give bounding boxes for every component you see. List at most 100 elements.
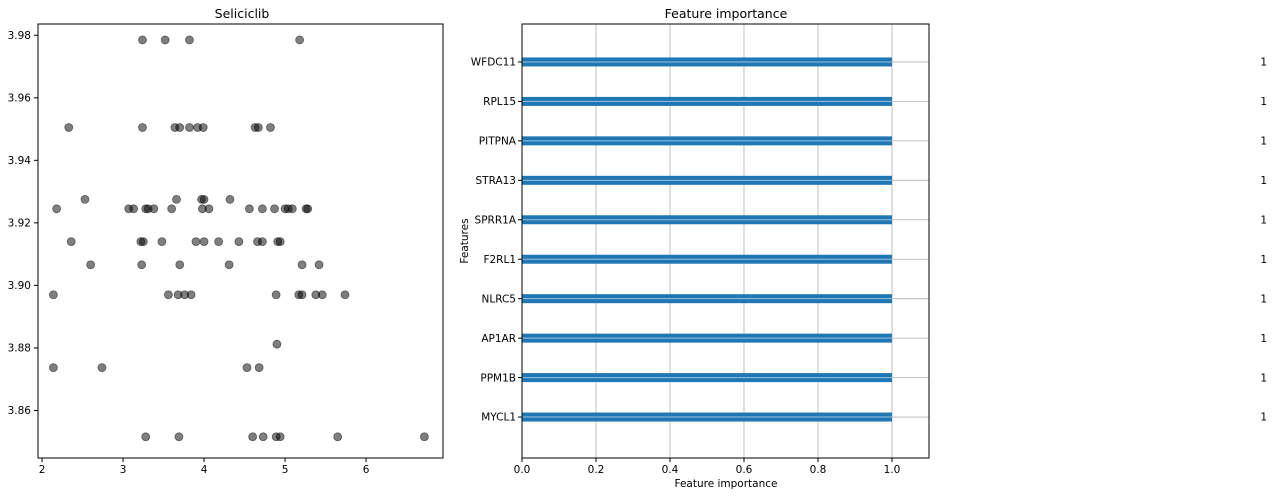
scatter-point — [80, 195, 90, 204]
feature-importance-title: Feature importance — [665, 6, 788, 21]
bar-gridlines — [521, 24, 929, 458]
scatter-point — [48, 363, 58, 373]
scatter-point — [48, 290, 58, 300]
scatter-y-tick-label: 3.94 — [8, 155, 32, 167]
scatter-point — [174, 432, 184, 442]
feature-importance-chart: Feature importance 0.0 0.2 0.4 0.6 0.8 1.0 WF… — [459, 6, 1267, 490]
scatter-y-tick-label: 3.90 — [8, 280, 31, 292]
scatter-point — [275, 432, 285, 442]
scatter-point — [191, 237, 201, 247]
scatter-y-tick-label: 3.96 — [8, 92, 32, 104]
scatter-point — [287, 204, 297, 214]
scatter-point — [175, 123, 185, 132]
scatter-point — [295, 35, 305, 45]
bar-x-tick-label: 0.0 — [514, 464, 531, 476]
scatter-point — [225, 195, 235, 204]
scatter-points — [48, 35, 429, 442]
scatter-x-axis: 2 3 4 5 6 — [39, 458, 370, 476]
scatter-point — [275, 237, 285, 247]
scatter-point — [164, 290, 173, 300]
scatter-point — [314, 260, 324, 270]
scatter-x-tick-label: 2 — [39, 464, 46, 476]
bar-x-axis-label: Feature importance — [674, 478, 777, 490]
scatter-point — [52, 204, 62, 214]
feature-value-label: 1 — [1260, 57, 1267, 69]
scatter-point — [138, 123, 147, 132]
scatter-point — [172, 195, 181, 204]
scatter-point — [149, 204, 159, 214]
scatter-y-axis: 3.86 3.88 3.90 3.92 3.94 3.96 3.98 — [8, 30, 38, 417]
feature-value-label: 1 — [1260, 412, 1267, 424]
scatter-point — [198, 123, 208, 132]
feature-name-label: AP1AR — [481, 333, 516, 345]
scatter-point — [97, 363, 107, 373]
scatter-y-tick-label: 3.86 — [8, 405, 32, 417]
scatter-point — [317, 290, 327, 300]
bar-value-labels: 1 1 1 1 1 1 1 1 1 1 — [1260, 57, 1267, 424]
scatter-point — [129, 204, 138, 214]
bar-y-axis-label: Features — [459, 218, 471, 263]
scatter-point — [258, 432, 268, 442]
scatter-point — [64, 123, 74, 132]
bar-x-tick-label: 0.6 — [736, 464, 753, 476]
scatter-point — [175, 260, 185, 270]
bar-x-tick-label: 0.4 — [662, 464, 679, 476]
scatter-point — [160, 35, 170, 45]
feature-name-label: PPM1B — [480, 372, 516, 384]
scatter-point — [271, 290, 281, 300]
scatter-point — [272, 339, 282, 349]
scatter-point — [137, 260, 147, 270]
scatter-x-tick-label: 3 — [120, 464, 127, 476]
scatter-point — [257, 204, 267, 214]
bar-x-tick-label: 0.8 — [810, 464, 827, 476]
scatter-point — [270, 204, 279, 214]
bar-x-tick-label: 0.2 — [588, 464, 605, 476]
feature-name-label: SPRR1A — [475, 214, 517, 226]
scatter-y-tick-label: 3.92 — [8, 218, 31, 230]
scatter-point — [419, 432, 429, 442]
feature-name-label: PITPNA — [479, 136, 517, 148]
feature-value-label: 1 — [1260, 214, 1267, 226]
feature-value-label: 1 — [1260, 136, 1267, 148]
scatter-x-tick-label: 5 — [282, 464, 289, 476]
bar-x-tick-label: 1.0 — [884, 464, 901, 476]
scatter-point — [199, 237, 209, 247]
feature-name-label: MYCL1 — [481, 412, 516, 424]
scatter-point — [204, 204, 214, 214]
scatter-point — [185, 35, 194, 45]
feature-name-label: RPL15 — [483, 96, 516, 108]
scatter-point — [199, 195, 209, 204]
scatter-point — [254, 363, 264, 373]
scatter-title: Seliciclib — [215, 6, 270, 21]
scatter-point — [167, 204, 177, 214]
scatter-chart: Seliciclib 2 3 4 5 6 3.86 3.88 3.90 3.92 3.94 3.9… — [8, 6, 444, 476]
feature-value-label: 1 — [1260, 293, 1267, 305]
feature-value-label: 1 — [1260, 254, 1267, 266]
bar-y-axis: WFDC11 RPL15 PITPNA STRA13 SPRR1A F2RL1 NLRC5 A… — [471, 57, 522, 424]
scatter-point — [186, 290, 196, 300]
scatter-y-tick-label: 3.88 — [8, 343, 31, 355]
scatter-point — [242, 363, 252, 373]
scatter-point — [224, 260, 234, 270]
scatter-point — [333, 432, 343, 442]
scatter-point — [234, 237, 244, 247]
scatter-y-tick-label: 3.98 — [8, 30, 31, 42]
scatter-point — [157, 237, 167, 247]
scatter-point — [66, 237, 76, 247]
scatter-x-tick-label: 6 — [363, 464, 370, 476]
feature-value-label: 1 — [1260, 175, 1267, 187]
feature-name-label: NLRC5 — [482, 293, 517, 305]
feature-name-label: STRA13 — [476, 175, 517, 187]
scatter-point — [340, 290, 350, 300]
scatter-point — [297, 260, 307, 270]
feature-value-label: 1 — [1260, 96, 1267, 108]
feature-value-label: 1 — [1260, 333, 1267, 345]
scatter-point — [86, 260, 96, 270]
feature-name-label: F2RL1 — [483, 254, 516, 266]
scatter-x-tick-label: 4 — [201, 464, 208, 476]
scatter-point — [185, 123, 194, 132]
scatter-point — [253, 123, 263, 132]
scatter-point — [297, 290, 307, 300]
